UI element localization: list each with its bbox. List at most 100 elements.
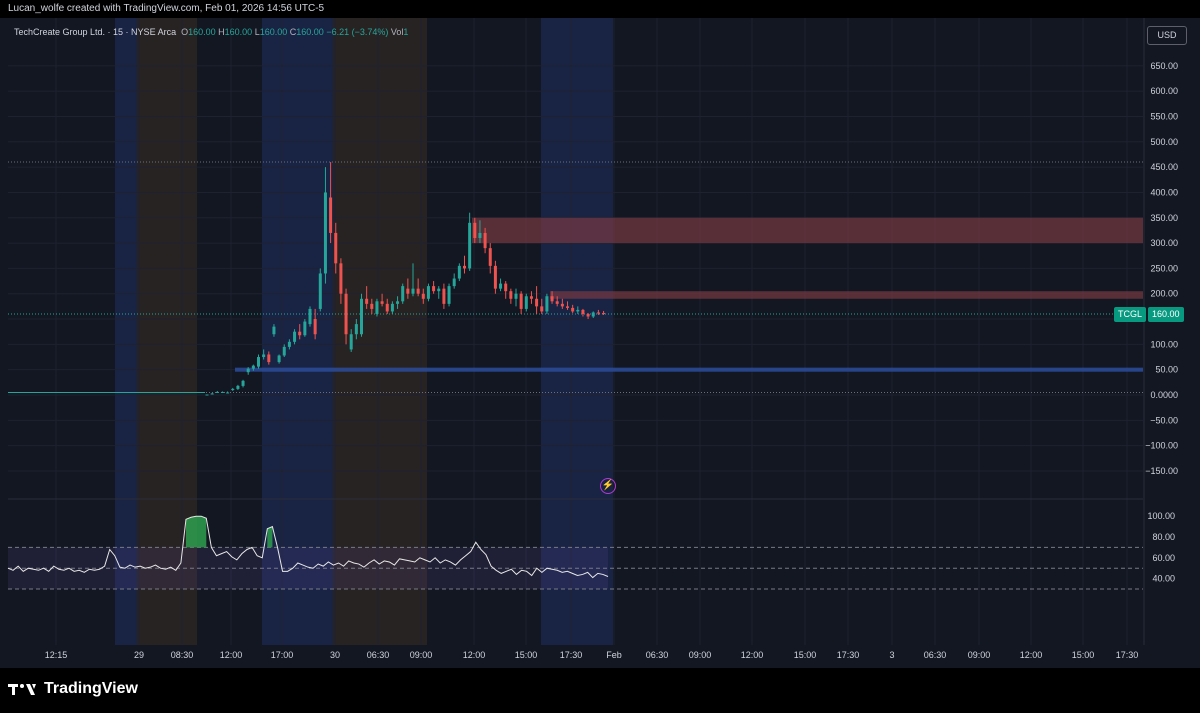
zone-red	[550, 291, 1143, 299]
rsi-tick-label: 40.00	[1152, 574, 1175, 584]
price-tick-label: −150.00	[1145, 466, 1178, 476]
time-tick-label: 12:15	[45, 650, 68, 660]
price-zones	[235, 217, 1143, 372]
candle-body	[360, 298, 363, 335]
attribution-bar: Lucan_wolfe created with TradingView.com…	[0, 0, 1200, 18]
price-tick-label: 550.00	[1150, 111, 1178, 121]
candle-body	[591, 312, 595, 317]
rsi-tick-label: 60.00	[1152, 553, 1175, 563]
rsi-overbought-fill	[185, 516, 207, 548]
time-tick-label: 15:00	[1072, 650, 1095, 660]
candle-body	[370, 303, 374, 309]
open-value: 160.00	[188, 27, 216, 37]
tv-logo-icon	[8, 684, 36, 695]
candle-body	[287, 341, 291, 347]
high-label: H	[218, 27, 225, 37]
rsi-line	[7, 515, 609, 579]
time-tick-label: 30	[330, 650, 340, 660]
price-axis[interactable]: 650.00 600.00 550.00 500.00 450.00 400.00 350.…	[1145, 61, 1178, 584]
time-tick-label: 29	[134, 650, 144, 660]
candle-body	[468, 222, 472, 269]
time-tick-label: Feb	[606, 650, 622, 660]
candle-body	[555, 301, 559, 304]
session-band	[333, 18, 427, 645]
close-value: 160.00	[296, 27, 324, 37]
candle-body	[251, 365, 255, 369]
time-tick-label: 12:00	[220, 650, 243, 660]
session-band	[541, 18, 613, 645]
price-tick-label: 600.00	[1150, 86, 1178, 96]
candle-body	[473, 222, 477, 239]
candle-body	[488, 248, 492, 266]
candle-body	[349, 334, 353, 350]
zone-red	[472, 217, 1143, 244]
time-tick-label: 12:00	[1020, 650, 1043, 660]
candle-body	[586, 313, 590, 317]
candle-body	[447, 286, 451, 304]
candle-body	[426, 286, 430, 299]
close-label: C	[289, 27, 297, 37]
candle-body	[329, 197, 333, 233]
candle-body	[442, 288, 446, 304]
time-tick-label: 17:30	[837, 650, 860, 660]
time-tick-label: 08:30	[171, 650, 194, 660]
low-value: 160.00	[259, 27, 288, 37]
candle-body	[323, 192, 327, 274]
candle-body	[406, 288, 410, 294]
time-tick-label: 09:00	[410, 650, 433, 660]
candle-body	[504, 283, 508, 292]
candle-body	[385, 303, 389, 312]
candle-body	[334, 232, 338, 264]
time-axis[interactable]: 12:15 29 08:30 12:00 17:00 30 06:30 09:00 12:00 1…	[45, 650, 1139, 660]
symbol-legend[interactable]: TechCreate Group Ltd. · 15 · NYSE Arca O…	[14, 27, 408, 37]
chart-canvas[interactable]: 650.00600.00550.00500.00450.00400.00350.…	[0, 18, 1200, 668]
session-band	[115, 18, 137, 645]
time-tick-label: 09:00	[689, 650, 712, 660]
time-tick-label: 06:30	[646, 650, 669, 660]
candle-body	[596, 312, 600, 314]
candle-body	[277, 355, 281, 363]
candlestick-series[interactable]	[8, 162, 606, 396]
price-tick-label: −50.00	[1150, 415, 1178, 425]
candle-body	[463, 265, 466, 269]
candle-body	[416, 288, 420, 294]
tradingview-logo[interactable]: TradingView	[8, 680, 138, 698]
candle-body	[519, 293, 523, 309]
candle-body	[205, 394, 209, 396]
price-tag-value: 160.00	[1148, 307, 1184, 322]
candle-body	[390, 303, 394, 312]
volume-label: Vol	[390, 27, 404, 37]
candle-body	[401, 286, 405, 302]
footer-bar: TradingView	[0, 668, 1200, 713]
candle-body	[365, 298, 369, 304]
rsi-overbought-fill	[267, 526, 273, 548]
rsi-pane[interactable]	[7, 515, 1143, 590]
candle-body	[437, 288, 441, 292]
candle-body	[514, 293, 518, 299]
price-tick-label: 400.00	[1150, 187, 1178, 197]
time-tick-label: 09:00	[968, 650, 991, 660]
candle-body	[499, 283, 503, 289]
price-tick-label: 350.00	[1150, 213, 1178, 223]
candle-body	[344, 293, 348, 335]
zone-blue	[235, 367, 1143, 372]
time-tick-label: 3	[889, 650, 894, 660]
attribution-text: Lucan_wolfe created with TradingView.com…	[8, 3, 325, 14]
grid	[8, 18, 1145, 645]
time-tick-label: 17:00	[271, 650, 294, 660]
candle-body	[529, 296, 533, 299]
price-tick-label: 450.00	[1150, 162, 1178, 172]
chart-area[interactable]: 650.00 600.00 550.00 500.00 450.00 400.00 350.…	[0, 18, 1200, 668]
candle-body	[267, 354, 271, 363]
candle-body	[396, 301, 400, 304]
price-tag-symbol: TCGL	[1114, 307, 1147, 322]
time-tick-label: 15:00	[794, 650, 817, 660]
candle-body	[220, 391, 224, 393]
price-tick-label: −100.00	[1145, 441, 1178, 451]
price-tick-label: 250.00	[1150, 263, 1178, 273]
rsi-tick-label: 100.00	[1147, 511, 1175, 521]
lightning-icon[interactable]: ⚡	[600, 478, 616, 494]
candle-body	[545, 296, 549, 312]
last-price-tag: TCGL 160.00	[1114, 307, 1184, 322]
currency-button[interactable]: USD	[1147, 26, 1187, 45]
